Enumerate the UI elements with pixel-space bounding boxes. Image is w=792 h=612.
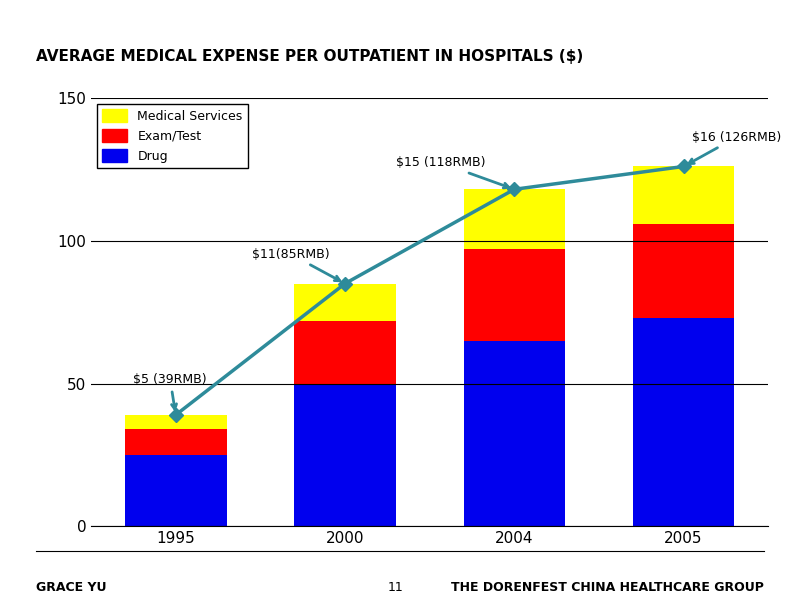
Bar: [633, 223, 734, 318]
Bar: [295, 283, 396, 321]
Bar: [633, 166, 734, 223]
Text: $5 (39RMB): $5 (39RMB): [133, 373, 207, 409]
Text: $15 (118RMB): $15 (118RMB): [396, 156, 508, 188]
Bar: [633, 318, 734, 526]
Text: AVERAGE MEDICAL EXPENSE PER OUTPATIENT IN HOSPITALS ($): AVERAGE MEDICAL EXPENSE PER OUTPATIENT I…: [36, 49, 583, 64]
Bar: [125, 429, 227, 455]
Bar: [463, 189, 565, 249]
Text: 11: 11: [388, 581, 404, 594]
Text: $16 (126RMB): $16 (126RMB): [689, 130, 782, 163]
Text: $11(85RMB): $11(85RMB): [252, 248, 340, 281]
Bar: [125, 455, 227, 526]
Bar: [463, 249, 565, 341]
Bar: [463, 341, 565, 526]
Bar: [295, 384, 396, 526]
Legend: Medical Services, Exam/Test, Drug: Medical Services, Exam/Test, Drug: [97, 104, 248, 168]
Bar: [125, 415, 227, 429]
Text: THE DORENFEST CHINA HEALTHCARE GROUP: THE DORENFEST CHINA HEALTHCARE GROUP: [451, 581, 764, 594]
Bar: [295, 321, 396, 384]
Text: GRACE YU: GRACE YU: [36, 581, 106, 594]
